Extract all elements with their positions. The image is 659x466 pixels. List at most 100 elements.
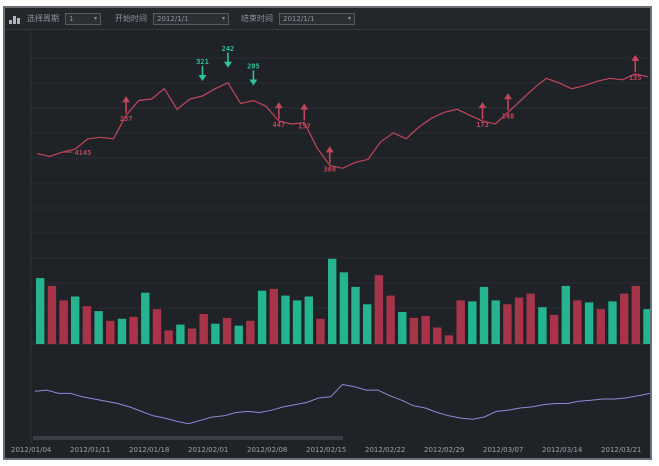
x-tick-label: 2012/01/18	[129, 446, 169, 454]
x-tick-label: 2012/03/21	[601, 446, 641, 454]
sell-arrow-head-icon	[631, 54, 640, 61]
volume-bar	[608, 301, 617, 344]
chart-window: 选择周期 1 ▾ 开始时间 2012/1/1 ▾ 结束时间 2012/1/1 ▾…	[3, 6, 652, 460]
volume-bar	[549, 314, 559, 344]
annotation-label: 4145	[74, 149, 91, 157]
annotation-label: 242	[222, 45, 235, 53]
start-time-label: 开始时间	[115, 14, 147, 23]
volume-bar	[176, 324, 185, 344]
volume-bar	[468, 301, 477, 344]
volume-bar	[129, 316, 138, 344]
annotation-label: 157	[298, 123, 311, 131]
sell-arrow-head-icon	[274, 102, 283, 109]
volume-bar	[187, 328, 197, 344]
volume-bar	[491, 300, 500, 344]
volume-bar	[94, 311, 103, 344]
end-time-value: 2012/1/1	[283, 14, 315, 23]
sell-arrow-head-icon	[122, 96, 131, 103]
period-value: 1	[69, 14, 74, 23]
volume-bar	[398, 312, 407, 344]
start-time-value: 2012/1/1	[157, 14, 189, 23]
volume-bar	[456, 300, 465, 344]
volume-bar	[351, 286, 360, 344]
volume-bar	[444, 335, 454, 344]
volume-bar	[36, 278, 45, 344]
sell-arrow-head-icon	[300, 103, 309, 110]
volume-bar	[211, 323, 220, 344]
indicator-line	[34, 383, 650, 425]
volume-bar	[281, 295, 290, 344]
volume-bar	[199, 314, 208, 344]
buy-arrow-head-icon	[249, 79, 258, 86]
volume-bar	[433, 327, 442, 344]
scrollbar	[33, 436, 343, 440]
volume-bar	[386, 295, 395, 344]
volume-bar	[363, 304, 372, 344]
volume-bar	[643, 309, 650, 344]
chevron-down-icon: ▾	[347, 15, 351, 22]
volume-bar	[82, 306, 92, 344]
period-label: 选择周期	[27, 14, 59, 23]
grid-lines	[30, 30, 650, 443]
volume-bar	[234, 325, 243, 344]
chevron-down-icon: ▾	[221, 15, 225, 22]
volume-bar	[257, 290, 267, 344]
volume-bar	[620, 293, 629, 344]
volume-bar	[47, 285, 57, 344]
volume-bar	[292, 300, 302, 344]
x-tick-label: 2012/03/07	[483, 446, 523, 454]
volume-bar	[526, 293, 535, 344]
annotation-label: 135	[629, 74, 642, 82]
toolbar: 选择周期 1 ▾ 开始时间 2012/1/1 ▾ 结束时间 2012/1/1 ▾	[5, 8, 650, 30]
volume-bar	[59, 300, 68, 344]
price-line	[36, 73, 649, 169]
volume-bar	[141, 292, 150, 344]
sell-arrow-head-icon	[325, 146, 334, 153]
volume-bar	[164, 330, 173, 344]
volume-bar	[374, 275, 384, 344]
end-time-select[interactable]: 2012/1/1 ▾	[279, 12, 355, 25]
annotation-label: 447	[273, 121, 286, 129]
chart-logo-icon	[9, 14, 21, 24]
annotation-label: 321	[196, 58, 209, 66]
volume-bar	[479, 286, 489, 344]
start-time-select[interactable]: 2012/1/1 ▾	[153, 12, 229, 25]
volume-bar	[631, 285, 640, 344]
x-tick-label: 2012/02/01	[188, 446, 228, 454]
volume-bar	[246, 320, 255, 344]
volume-bar	[421, 315, 430, 344]
annotation-label: 148	[502, 112, 515, 120]
x-tick-label: 2012/03/14	[542, 446, 583, 454]
volume-bar	[269, 288, 278, 344]
volume-bar	[106, 320, 115, 344]
indicator-panel	[33, 383, 650, 440]
period-select[interactable]: 1 ▾	[65, 12, 101, 25]
annotation-label: 308	[323, 165, 336, 173]
annotation-label: 205	[247, 62, 260, 70]
annotation-label: 237	[120, 115, 133, 123]
volume-bar	[503, 304, 512, 344]
volume-bar	[328, 258, 337, 344]
x-axis: 2012/01/04 2012/01/11 2012/01/18 2012/02/01…	[11, 446, 641, 454]
volume-bar	[584, 302, 594, 344]
x-tick-label: 2012/02/15	[306, 446, 346, 454]
end-time-label: 结束时间	[241, 14, 273, 23]
x-tick-label: 2012/01/04	[11, 446, 52, 454]
chevron-down-icon: ▾	[93, 15, 97, 22]
volume-bar	[304, 296, 313, 344]
x-tick-label: 2012/02/22	[365, 446, 405, 454]
volume-bar	[71, 296, 80, 344]
volume-bar	[561, 285, 570, 344]
annotation-label: 173	[476, 121, 489, 129]
sell-arrow-head-icon	[503, 93, 512, 100]
volume-bar	[596, 309, 605, 344]
volume-bar	[222, 317, 232, 344]
sell-arrow-head-icon	[478, 102, 487, 109]
volume-bar	[152, 309, 162, 344]
x-tick-label: 2012/02/29	[424, 446, 464, 454]
volume-bar	[117, 318, 127, 344]
volume-panel	[36, 258, 650, 344]
volume-bar	[339, 272, 349, 344]
volume-bar	[538, 307, 547, 344]
buy-arrow-head-icon	[223, 61, 232, 68]
